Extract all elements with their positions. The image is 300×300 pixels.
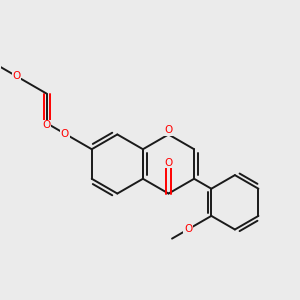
Text: O: O: [164, 125, 172, 135]
Text: O: O: [61, 129, 69, 139]
Text: O: O: [43, 120, 51, 130]
Text: O: O: [13, 71, 21, 81]
Text: O: O: [164, 158, 172, 168]
Text: O: O: [184, 224, 192, 234]
